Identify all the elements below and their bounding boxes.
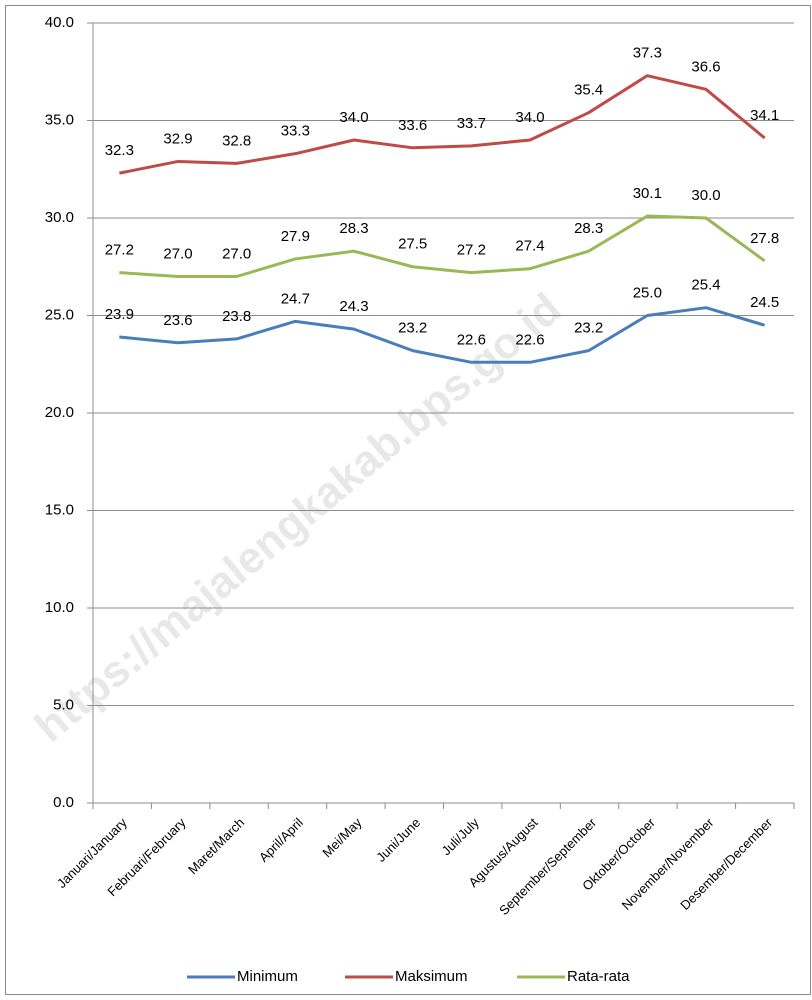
data-label: 27.0 — [163, 245, 192, 262]
y-tick-label: 10.0 — [45, 599, 74, 616]
data-label: 34.0 — [515, 109, 544, 126]
data-label: 28.3 — [339, 220, 368, 237]
y-tick-label: 20.0 — [45, 404, 74, 421]
data-label: 23.9 — [105, 306, 134, 323]
data-label: 35.4 — [574, 82, 603, 99]
series-line — [119, 306, 766, 364]
x-tick-label: Juli/July — [439, 815, 483, 859]
data-label: 33.7 — [457, 115, 486, 132]
x-tick-label: Juni/June — [373, 815, 423, 865]
x-tick-label: Mei/May — [319, 815, 365, 861]
y-tick-label: 30.0 — [45, 209, 74, 226]
y-tick-label: 15.0 — [45, 501, 74, 518]
data-label: 34.0 — [339, 109, 368, 126]
data-label: 30.0 — [691, 187, 720, 204]
x-tick-label: September/September — [496, 814, 600, 918]
data-label: 24.3 — [339, 298, 368, 315]
legend-label: Minimum — [237, 968, 298, 985]
data-label: 23.6 — [163, 312, 192, 329]
data-label: 27.0 — [222, 245, 251, 262]
data-label: 27.2 — [457, 242, 486, 259]
data-label: 28.3 — [574, 220, 603, 237]
data-label: 27.9 — [281, 228, 310, 245]
data-label: 24.5 — [750, 294, 779, 311]
data-label: 27.8 — [750, 230, 779, 247]
y-tick-label: 5.0 — [53, 696, 74, 713]
data-label: 27.4 — [515, 238, 544, 255]
data-label: 22.6 — [515, 331, 544, 348]
data-label: 23.8 — [222, 308, 251, 325]
data-label: 23.2 — [398, 320, 427, 337]
data-label: 22.6 — [457, 331, 486, 348]
data-label: 37.3 — [633, 45, 662, 62]
x-tick-label: Maret/March — [185, 815, 247, 877]
data-label: 32.8 — [222, 132, 251, 149]
series-line — [119, 214, 766, 278]
data-label: 25.4 — [691, 277, 720, 294]
y-tick-label: 40.0 — [45, 14, 74, 31]
series-line — [119, 74, 766, 175]
data-label: 24.7 — [281, 290, 310, 307]
data-label: 36.6 — [691, 58, 720, 75]
data-label: 30.1 — [633, 185, 662, 202]
data-label: 33.3 — [281, 123, 310, 140]
legend-label: Maksimum — [395, 968, 468, 985]
y-tick-label: 0.0 — [53, 794, 74, 811]
x-tick-label: April/April — [256, 815, 306, 865]
data-label: 23.2 — [574, 320, 603, 337]
data-label: 27.5 — [398, 236, 427, 253]
data-label: 25.0 — [633, 284, 662, 301]
y-tick-label: 25.0 — [45, 306, 74, 323]
legend-label: Rata-rata — [567, 968, 630, 985]
watermark: https://majalengkakab.bps.go.id — [26, 284, 571, 752]
data-label: 34.1 — [750, 107, 779, 124]
data-label: 27.2 — [105, 242, 134, 259]
data-label: 32.3 — [105, 142, 134, 159]
chart-border — [5, 5, 811, 995]
y-tick-label: 35.0 — [45, 111, 74, 128]
data-label: 33.6 — [398, 117, 427, 134]
data-label: 32.9 — [163, 130, 192, 147]
